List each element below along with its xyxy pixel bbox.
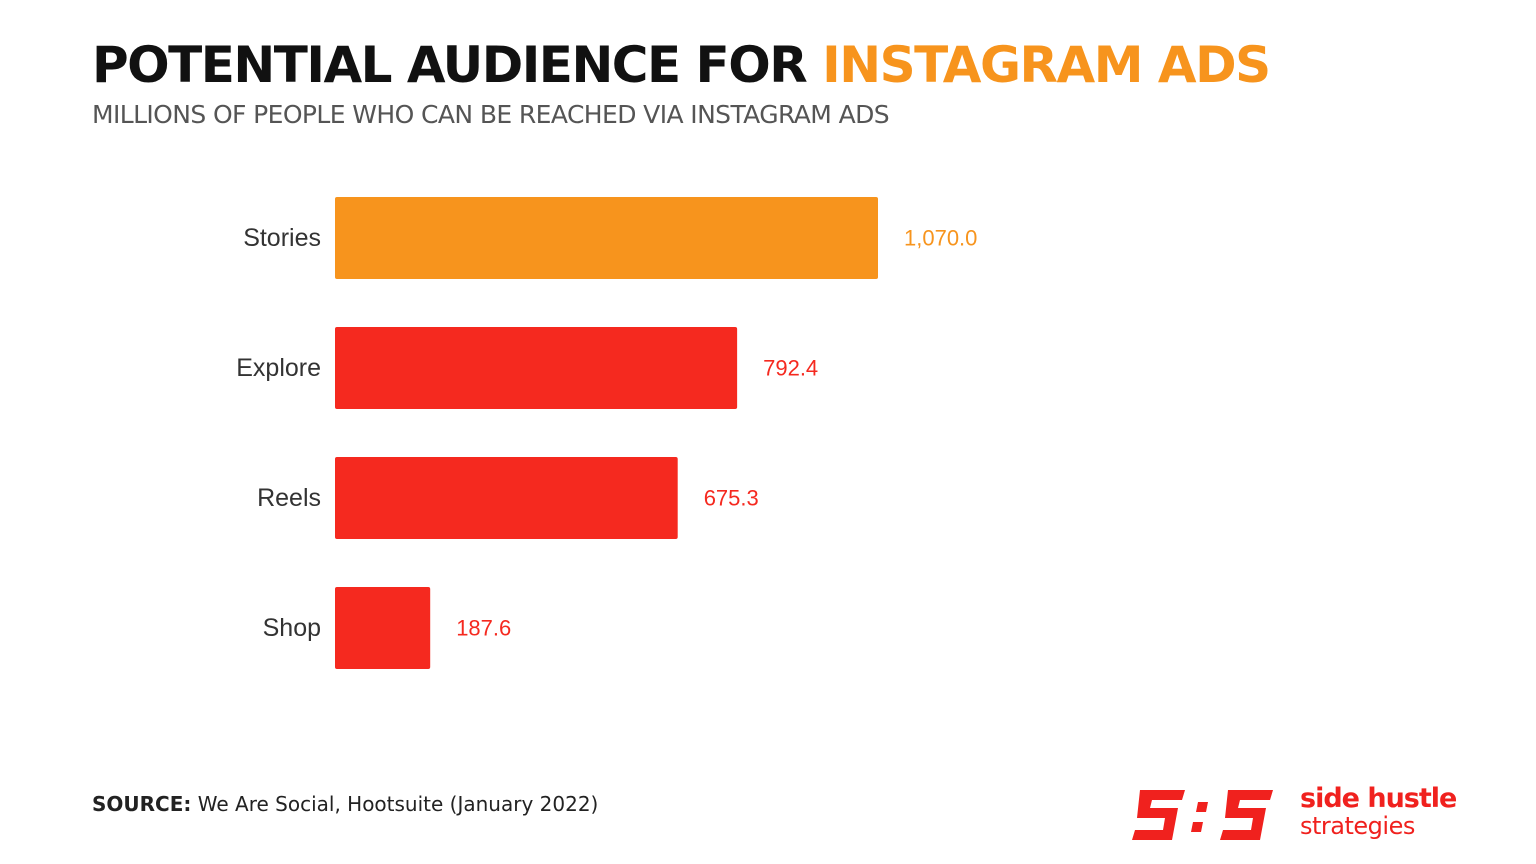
- source-label: SOURCE:: [92, 792, 192, 816]
- title-main: POTENTIAL AUDIENCE FOR: [92, 36, 823, 94]
- source-text: We Are Social, Hootsuite (January 2022): [191, 792, 599, 816]
- value-label-stories: 1,070.0: [904, 226, 977, 251]
- title-accent: INSTAGRAM ADS: [822, 36, 1271, 94]
- category-label-shop: Shop: [263, 614, 321, 642]
- value-label-explore: 792.4: [763, 356, 818, 381]
- logo-line-2: strategies: [1300, 812, 1415, 840]
- chart-subtitle: MILLIONS OF PEOPLE WHO CAN BE REACHED VI…: [92, 100, 890, 129]
- logo-line-1: side hustle: [1300, 783, 1457, 814]
- bar-reels: [335, 457, 678, 539]
- shs-logo-icon: [1132, 790, 1273, 840]
- source-note: SOURCE: We Are Social, Hootsuite (Januar…: [92, 792, 598, 816]
- brand-logo: side hustle strategies: [1130, 785, 1480, 845]
- bar-chart: Stories 1,070.0 Explore 792.4 Reels 675.3 Shop…: [236, 197, 977, 669]
- category-label-stories: Stories: [243, 224, 321, 252]
- bar-shop: [335, 587, 431, 669]
- value-label-shop: 187.6: [456, 616, 511, 641]
- page-title: POTENTIAL AUDIENCE FOR INSTAGRAM ADS: [92, 30, 1271, 100]
- logo-wordmark: side hustle strategies: [1300, 783, 1457, 840]
- value-label-reels: 675.3: [704, 486, 759, 511]
- category-label-reels: Reels: [257, 484, 321, 512]
- category-label-explore: Explore: [236, 354, 321, 382]
- bar-stories: [335, 197, 878, 279]
- bar-explore: [335, 327, 738, 409]
